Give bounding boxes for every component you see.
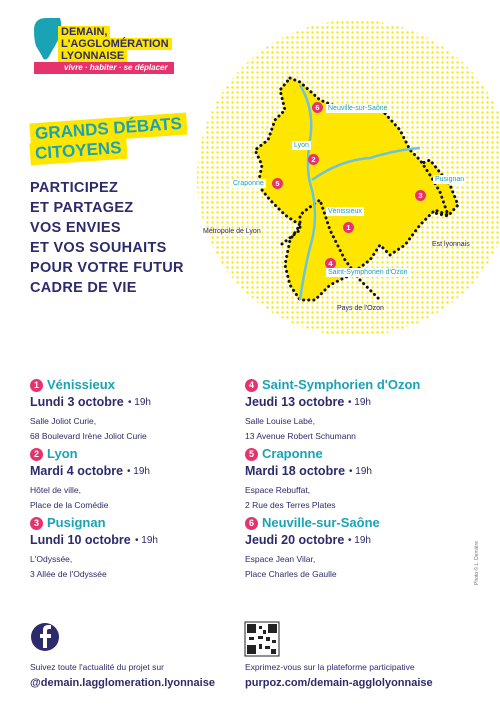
- ozon-border: [280, 197, 382, 302]
- map-marker: 1: [343, 222, 354, 233]
- event-city: Neuville-sur-Saône: [262, 515, 380, 530]
- event-address: Place Charles de Gaulle: [245, 569, 337, 579]
- event-number: 2: [30, 448, 43, 461]
- map-marker: 2: [308, 154, 319, 165]
- event-venue: Hôtel de ville,: [30, 485, 82, 495]
- event-city: Vénissieux: [47, 377, 115, 392]
- event-time: • 19h: [127, 466, 150, 477]
- event-time: • 19h: [348, 535, 371, 546]
- region-label: Est lyonnais: [432, 241, 470, 248]
- map-label: Neuville-sur-Saône: [326, 104, 390, 113]
- map-label: Vénissieux: [326, 207, 364, 216]
- event-number: 6: [245, 517, 258, 530]
- event-venue: Salle Joliot Curie,: [30, 416, 97, 426]
- intro-line: CADRE DE VIE: [30, 280, 137, 296]
- event-venue: Espace Jean Vilar,: [245, 554, 316, 564]
- qr-code: [244, 621, 280, 657]
- express-text: Exprimez-vous sur la plateforme particip…: [245, 662, 415, 672]
- event-date: Mardi 4 octobre: [30, 464, 124, 478]
- map-label: Saint-Symphorien d'Ozon: [326, 268, 410, 277]
- tagline-band: [34, 62, 174, 74]
- map-marker: 4: [325, 258, 336, 269]
- map-label: Craponne: [231, 179, 266, 188]
- event-number: 4: [245, 379, 258, 392]
- facebook-f: [40, 625, 51, 648]
- photo-credit: Photo © L. Demière: [473, 541, 480, 585]
- event-date: Lundi 10 octobre: [30, 533, 131, 547]
- follow-text: Suivez toute l'actualité du projet sur: [30, 662, 164, 672]
- social-handle: @demain.lagglomeration.lyonnaise: [30, 677, 215, 689]
- platform-url: purpoz.com/demain-agglolyonnaise: [245, 677, 433, 689]
- event-number: 3: [30, 517, 43, 530]
- event-venue: L'Odyssée,: [30, 554, 73, 564]
- event-time: • 19h: [128, 397, 151, 408]
- logo-mark: [34, 18, 62, 60]
- event-time: • 19h: [348, 397, 371, 408]
- event-number: 1: [30, 379, 43, 392]
- intro-line: ET VOS SOUHAITS: [30, 240, 167, 256]
- event-time: • 19h: [349, 466, 372, 477]
- region-label: Métropole de Lyon: [203, 228, 261, 235]
- event-number: 5: [245, 448, 258, 461]
- event-city: Saint-Symphorien d'Ozon: [262, 377, 421, 392]
- logo-line: DEMAIN,: [58, 26, 111, 38]
- event-city: Craponne: [262, 446, 323, 461]
- logo-line: L'AGGLOMÉRATION: [58, 38, 172, 50]
- event-time: • 19h: [135, 535, 158, 546]
- intro-line: VOS ENVIES: [30, 220, 121, 236]
- event-date: Jeudi 20 octobre: [245, 533, 345, 547]
- event-date: Jeudi 13 octobre: [245, 395, 345, 409]
- intro-line: PARTICIPEZ: [30, 180, 119, 196]
- event-address: 13 Avenue Robert Schumann: [245, 431, 356, 441]
- event-venue: Espace Rebuffat,: [245, 485, 311, 495]
- intro-line: ET PARTAGEZ: [30, 200, 134, 216]
- river-saone-rhone: [298, 84, 317, 301]
- map-marker: 3: [415, 190, 426, 201]
- event-address: 68 Boulevard Irène Joliot Curie: [30, 431, 147, 441]
- event-venue: Salle Louise Labé,: [245, 416, 315, 426]
- region-label: Pays de l'Ozon: [337, 305, 384, 312]
- river-rhone: [311, 146, 421, 182]
- map-label: Pusignan: [433, 175, 467, 184]
- event-city: Lyon: [47, 446, 78, 461]
- event-date: Mardi 18 octobre: [245, 464, 346, 478]
- logo-tagline: vivre · habiter · se déplacer: [64, 63, 168, 72]
- event-city: Pusignan: [47, 515, 106, 530]
- event-address: Place de la Comédie: [30, 500, 109, 510]
- map-label: Lyon: [292, 141, 311, 150]
- map-marker: 6: [312, 102, 323, 113]
- event-address: 3 Allée de l'Odyssée: [30, 569, 107, 579]
- event-address: 2 Rue des Terres Plates: [245, 500, 336, 510]
- intro-line: POUR VOTRE FUTUR: [30, 260, 184, 276]
- logo-line: LYONNAISE: [58, 50, 128, 62]
- event-date: Lundi 3 octobre: [30, 395, 124, 409]
- map-marker: 5: [272, 178, 283, 189]
